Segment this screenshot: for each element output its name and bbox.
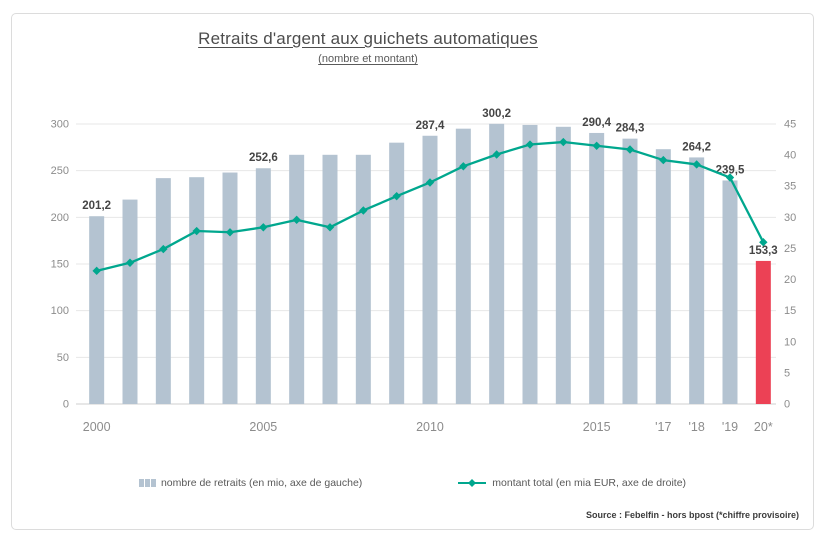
line-marker-2018 <box>692 160 701 169</box>
bar-2001 <box>122 199 138 404</box>
bar-2007 <box>322 154 338 404</box>
chart-title: Retraits d'argent aux guichets automatiq… <box>198 29 538 48</box>
bar-value-label-2010: 287,4 <box>416 120 445 132</box>
source-note: Source : Febelfin - hors bpost (*chiffre… <box>585 510 799 520</box>
bar-2005 <box>255 168 271 404</box>
bar-2010 <box>422 135 438 404</box>
bar-value-label-2015: 290,4 <box>582 117 611 129</box>
right-axis-tick-label: 10 <box>784 336 796 348</box>
bar-2012 <box>489 123 505 405</box>
bar-2011 <box>455 128 471 404</box>
bar-2020 <box>755 260 771 404</box>
line-marker-2010 <box>425 178 435 187</box>
left-axis-tick-label: 150 <box>51 259 69 271</box>
x-axis-tick-label-2000: 2000 <box>83 420 111 434</box>
right-axis-tick-label: 0 <box>784 399 790 411</box>
bar-2002 <box>155 178 171 404</box>
x-axis-tick-label-20*: 20* <box>754 420 773 434</box>
right-axis-tick-label: 25 <box>784 243 796 255</box>
right-axis-tick-label: 5 <box>784 367 790 379</box>
legend-item-line: montant total (en mia EUR, axe de droite… <box>457 477 686 489</box>
right-axis-tick-label: 20 <box>784 274 796 286</box>
line-marker-2007 <box>325 223 335 232</box>
line-marker-2019 <box>725 173 735 182</box>
right-axis-tick-label: 40 <box>784 150 796 162</box>
chart-legend: nombre de retraits (en mio, axe de gauch… <box>12 477 813 489</box>
bar-2014 <box>555 126 571 405</box>
bar-value-label-2019: 239,5 <box>716 164 745 176</box>
x-axis-tick-label-'17: '17 <box>655 420 671 434</box>
line-marker-2012 <box>492 150 501 159</box>
bar-value-label-2005: 252,6 <box>249 152 278 164</box>
bar-value-label-2000: 201,2 <box>82 200 111 212</box>
line-marker-2003 <box>192 226 201 236</box>
legend-item-bars: nombre de retraits (en mio, axe de gauch… <box>138 477 363 489</box>
line-marker-2014 <box>559 137 568 147</box>
bar-series-swatch-icon <box>138 479 156 487</box>
right-axis-tick-label: 35 <box>784 181 796 193</box>
x-axis-tick-label-2015: 2015 <box>583 420 611 434</box>
x-axis-tick-label-2010: 2010 <box>416 420 444 434</box>
bar-2008 <box>355 154 371 404</box>
left-axis-tick-label: 250 <box>51 165 69 177</box>
left-axis-tick-label: 0 <box>63 399 69 411</box>
line-marker-2009 <box>392 191 401 201</box>
bar-2000 <box>89 216 105 404</box>
x-axis-tick-label-'19: '19 <box>722 420 738 434</box>
bar-2003 <box>189 177 205 404</box>
line-marker-2001 <box>125 258 135 267</box>
left-axis-tick-label: 200 <box>51 212 69 224</box>
line-marker-2000 <box>92 266 101 276</box>
line-marker-2020 <box>759 238 768 247</box>
bar-2019 <box>722 180 738 404</box>
right-axis-tick-label: 45 <box>784 119 796 131</box>
left-axis-tick-label: 300 <box>51 119 69 131</box>
legend-line-label: montant total (en mia EUR, axe de droite… <box>492 477 687 489</box>
line-marker-2006 <box>292 215 301 225</box>
bar-value-label-2016: 284,3 <box>616 123 645 135</box>
right-axis-tick-label: 15 <box>784 305 796 317</box>
left-axis-tick-label: 50 <box>57 352 69 364</box>
x-axis-tick-label-'18: '18 <box>689 420 705 434</box>
line-marker-2017 <box>659 155 668 165</box>
bar-value-label-2020: 153,3 <box>749 245 778 257</box>
chart-card: Retraits d'argent aux guichets automatiq… <box>11 13 814 530</box>
bar-value-label-2018: 264,2 <box>682 141 711 153</box>
chart-plot-area: 0 50 100 150 200 250 300 0 5 10 15 20 25 30 35 40 45 201,… <box>51 108 797 434</box>
bar-2013 <box>522 124 538 404</box>
chart-subtitle: (nombre et montant) <box>318 53 418 65</box>
line-marker-2005 <box>259 223 268 232</box>
line-marker-2008 <box>359 206 368 215</box>
bar-2009 <box>389 142 405 404</box>
line-marker-2016 <box>625 145 635 154</box>
legend-bars-label: nombre de retraits (en mio, axe de gauch… <box>160 477 363 489</box>
bar-2006 <box>289 154 305 404</box>
bar-2017 <box>655 149 671 404</box>
line-marker-2015 <box>592 141 601 150</box>
chart-header: Retraits d'argent aux guichets automatiq… <box>12 29 724 65</box>
line-marker-2011 <box>459 162 468 171</box>
line-marker-2013 <box>525 140 535 149</box>
bar-value-label-2012: 300,2 <box>482 108 511 120</box>
x-axis-tick-label-2005: 2005 <box>249 420 277 434</box>
line-series-swatch-icon <box>458 479 487 487</box>
right-axis-tick-label: 30 <box>784 212 796 224</box>
bar-2015 <box>589 132 605 404</box>
left-axis-tick-label: 100 <box>51 305 69 317</box>
line-marker-2004 <box>225 228 235 237</box>
bar-2016 <box>622 138 638 405</box>
line-marker-2002 <box>159 244 168 254</box>
bar-2004 <box>222 172 238 404</box>
bar-2018 <box>689 157 705 404</box>
